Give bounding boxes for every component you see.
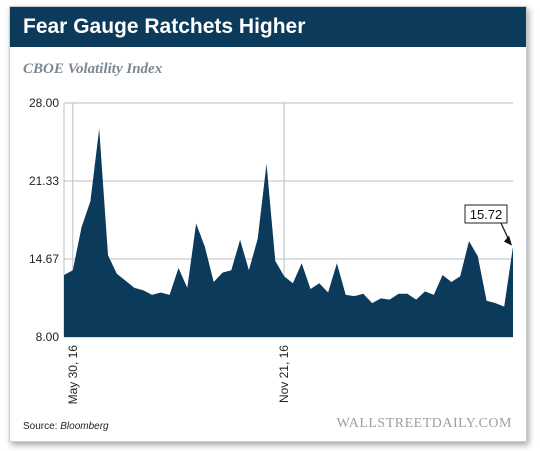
y-tick-labels: 28.00 21.33 14.67 8.00 [29,96,59,344]
brand-watermark: WALLSTREETDAILY.COM [336,416,512,431]
chart-card: Fear Gauge Ratchets Higher CBOE Volatili… [9,6,527,442]
source-name: Bloomberg [60,421,109,432]
y-tick-label: 28.00 [29,96,59,110]
last-value-annotation: 15.72 [464,204,512,246]
annotation-label: 15.72 [470,207,503,222]
source-label: Source: [23,421,58,432]
vix-area [64,128,513,337]
y-tick-label: 14.67 [29,252,59,266]
x-tick-label: Nov 21, 16 [277,345,291,403]
y-tick-label: 8.00 [36,330,60,344]
chart-subtitle: CBOE Volatility Index [23,61,163,77]
chart-title: Fear Gauge Ratchets Higher [10,7,526,47]
x-tick-labels: May 30, 16 Nov 21, 16 [66,345,291,405]
source-note: Source: Bloomberg [23,421,109,432]
x-tick-label: May 30, 16 [66,345,80,405]
chart-svg: 28.00 21.33 14.67 8.00 May 30, 16 Nov 21, 16… [29,96,513,405]
annotation-box [464,204,508,224]
annotation-arrowhead [504,235,512,246]
y-tick-label: 21.33 [29,174,59,188]
